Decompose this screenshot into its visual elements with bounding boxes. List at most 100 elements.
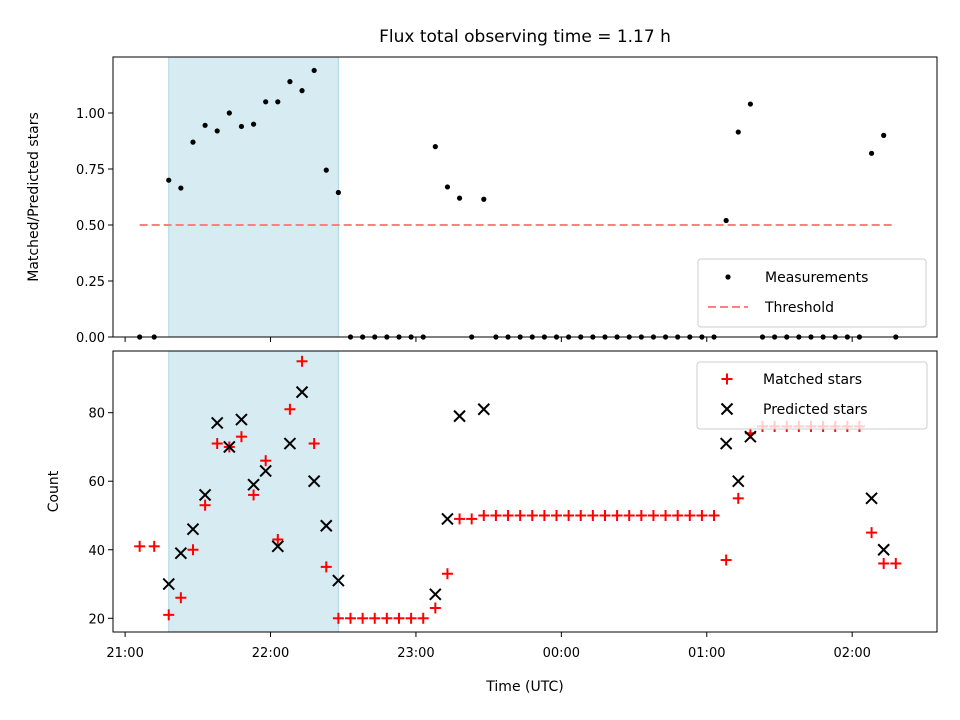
predicted-star-point <box>429 588 442 601</box>
bottom-y-tick-label: 80 <box>88 407 105 422</box>
predicted-star-point <box>283 437 297 450</box>
predicted-star-point <box>223 440 236 454</box>
matched-star-point <box>732 492 744 504</box>
matched-star-point <box>134 540 146 552</box>
predicted-star-point <box>174 546 188 560</box>
measurement-point <box>881 132 887 138</box>
bottom-x-axis-ticks: 21:00 22:00 23:00 00:00 01:00 02:00 <box>106 632 871 661</box>
matched-star-point <box>405 612 417 624</box>
legend-predicted-marker <box>720 402 734 416</box>
matched-star-point <box>478 509 490 521</box>
predicted-star-point <box>198 488 212 502</box>
predicted-star-point <box>186 522 200 536</box>
measurement-point <box>166 177 172 183</box>
x-tick-label: 22:00 <box>252 646 289 661</box>
predicted-star-point <box>271 540 285 553</box>
predicted-star-point <box>877 543 890 556</box>
predicted-star-point <box>247 478 260 491</box>
top-panel: 0.00 0.25 0.50 0.75 1.00 Matched/Predicted s… <box>26 56 938 346</box>
bottom-y-axis-label: Count <box>46 470 62 512</box>
top-y-tick-label: 0.00 <box>76 331 105 346</box>
bottom-legend-box <box>696 361 928 430</box>
bottom-y-axis-ticks: 20 40 60 80 <box>88 407 113 627</box>
matched-star-point <box>308 438 320 450</box>
matched-star-point <box>296 355 308 367</box>
x-tick-label: 00:00 <box>543 646 580 661</box>
matched-star-point <box>660 509 672 521</box>
measurement-point <box>214 128 220 134</box>
measurement-point <box>868 150 875 156</box>
top-y-tick-label: 1.00 <box>76 107 105 122</box>
matched-star-point <box>332 612 344 624</box>
bottom-y-tick-label: 20 <box>88 612 105 627</box>
predicted-star-point <box>295 385 309 399</box>
measurement-point <box>226 110 232 116</box>
predicted-star-point <box>211 416 224 430</box>
legend-matched-label: Matched stars <box>763 372 862 388</box>
matched-star-point <box>417 612 429 624</box>
matched-star-point <box>260 455 272 467</box>
matched-star-point <box>163 609 175 621</box>
matched-star-point <box>187 544 199 556</box>
bottom-y-tick-label: 40 <box>88 544 105 559</box>
predicted-star-point <box>441 512 454 526</box>
matched-star-point <box>684 509 696 521</box>
matched-star-point <box>175 592 187 604</box>
matched-star-point <box>490 509 502 521</box>
matched-star-point <box>429 602 441 614</box>
bottom-axes-frame <box>112 350 938 633</box>
predicted-star-point <box>320 519 333 532</box>
bottom-y-tick-label: 60 <box>88 475 105 490</box>
matched-star-point <box>623 509 635 521</box>
measurement-point <box>202 122 208 128</box>
predicted-star-point <box>732 475 745 488</box>
measurement-point <box>735 129 741 135</box>
legend-threshold-label: Threshold <box>764 300 834 316</box>
predicted-star-point <box>453 409 466 423</box>
matched-star-point <box>345 612 357 624</box>
matched-star-point <box>538 509 550 521</box>
matched-star-point <box>696 509 708 521</box>
matched-star-point <box>369 612 381 624</box>
matched-star-point <box>866 527 878 539</box>
matched-star-point <box>720 554 732 566</box>
matched-star-point <box>672 509 684 521</box>
top-y-tick-label: 0.50 <box>76 219 105 234</box>
measurement-point <box>747 101 753 107</box>
measurement-point <box>432 144 438 150</box>
x-tick-label: 01:00 <box>688 646 725 661</box>
matched-star-point <box>708 509 720 521</box>
measurement-point <box>263 99 269 105</box>
predicted-star-point <box>259 464 272 478</box>
measurement-point <box>311 67 317 74</box>
top-axes-frame <box>112 56 938 338</box>
matched-star-point <box>357 612 369 624</box>
matched-star-point <box>514 509 526 521</box>
matched-star-point <box>563 509 575 521</box>
measurement-point <box>250 121 257 127</box>
measurement-point <box>190 139 196 145</box>
top-y-tick-label: 0.25 <box>76 275 105 290</box>
x-tick-label: 21:00 <box>106 646 143 661</box>
matched-star-point <box>211 438 223 450</box>
matched-star-point <box>320 561 332 573</box>
measurement-point <box>238 123 245 130</box>
matched-star-point <box>635 509 647 521</box>
measurement-point <box>323 167 329 173</box>
predicted-star-point <box>719 437 733 450</box>
x-axis-label: Time (UTC) <box>485 679 563 695</box>
predicted-star-point <box>744 430 757 443</box>
matched-star-point <box>235 431 247 443</box>
predicted-star-point <box>865 492 878 505</box>
top-y-tick-label: 0.75 <box>76 163 105 178</box>
matched-star-point <box>284 403 296 415</box>
measurement-point <box>335 189 341 196</box>
top-y-axis-label: Matched/Predicted stars <box>26 112 42 282</box>
matched-star-point <box>611 509 623 521</box>
predicted-star-point <box>307 475 321 488</box>
chart-title: Flux total observing time = 1.17 h <box>379 27 671 47</box>
matched-star-point <box>454 513 466 525</box>
matched-star-point <box>381 612 393 624</box>
